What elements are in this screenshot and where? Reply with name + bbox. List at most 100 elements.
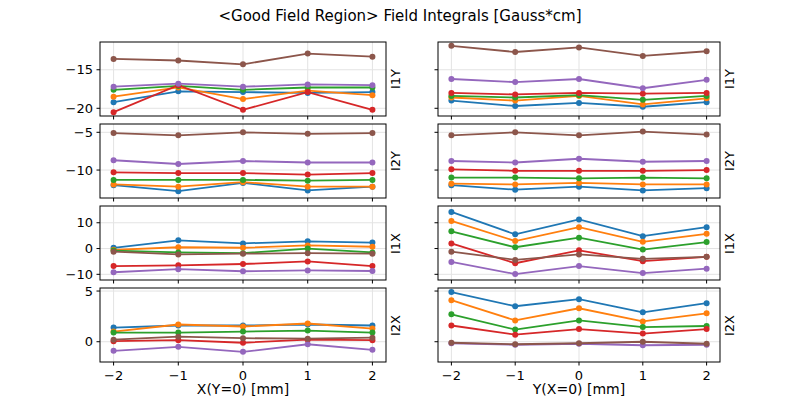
data-point-marker (704, 300, 710, 306)
data-point-marker (448, 158, 454, 164)
data-point-marker (305, 336, 311, 342)
data-point-marker (576, 224, 582, 230)
data-point-marker (512, 238, 518, 244)
data-point-marker (448, 340, 454, 346)
x-tick-label: 1 (639, 368, 647, 383)
data-point-marker (512, 49, 518, 55)
data-point-marker (175, 58, 181, 64)
data-point-marker (640, 256, 646, 262)
data-point-marker (576, 132, 582, 138)
row-label-i1y-right: I1Y (721, 42, 737, 116)
y-tick-label: 5 (85, 284, 93, 299)
data-point-marker (240, 268, 246, 274)
data-point-marker (640, 168, 646, 174)
y-tick-label: −5 (74, 125, 93, 140)
data-point-marker (448, 311, 454, 317)
data-point-marker (448, 90, 454, 96)
data-point-marker (704, 158, 710, 164)
data-point-marker (305, 160, 311, 166)
y-tick-label: −15 (66, 62, 93, 77)
data-point-marker (175, 177, 181, 183)
data-point-marker (448, 175, 454, 181)
data-point-marker (512, 271, 518, 277)
data-point-marker (640, 175, 646, 181)
data-point-marker (576, 263, 582, 269)
data-point-marker (305, 250, 311, 256)
data-point-marker (369, 177, 375, 183)
row-label-i1x-right: I1X (721, 206, 737, 280)
data-point-marker (240, 158, 246, 164)
data-point-marker (640, 331, 646, 337)
data-point-marker (175, 344, 181, 350)
data-point-marker (111, 84, 117, 90)
data-point-marker (305, 89, 311, 95)
data-point-marker (305, 81, 311, 87)
subplot-i2y-left: −5−10 (66, 124, 386, 202)
data-point-marker (640, 247, 646, 253)
data-point-marker (111, 177, 117, 183)
data-point-marker (175, 170, 181, 176)
data-point-marker (448, 289, 454, 295)
data-point-marker (576, 100, 582, 106)
data-point-marker (240, 261, 246, 267)
data-point-marker (640, 129, 646, 135)
x-axis-label-left: X(Y=0) [mm] (197, 381, 289, 397)
data-point-marker (640, 53, 646, 59)
x-tick-label: 1 (304, 368, 312, 383)
data-point-marker (512, 79, 518, 85)
x-tick-label: −2 (442, 368, 461, 383)
data-point-marker (240, 329, 246, 335)
data-point-marker (640, 85, 646, 91)
data-point-marker (640, 270, 646, 276)
data-point-marker (576, 296, 582, 302)
data-point-marker (704, 239, 710, 245)
data-point-marker (111, 157, 117, 163)
data-point-marker (576, 305, 582, 311)
subplot-i1y-left: −15−20 (66, 42, 386, 120)
data-point-marker (448, 43, 454, 49)
data-point-marker (576, 235, 582, 241)
x-axis-label-right: Y(X=0) [mm] (533, 381, 625, 397)
data-point-marker (175, 184, 181, 190)
data-point-marker (512, 332, 518, 338)
data-point-marker (240, 84, 246, 90)
subplot-i2x-right: −2−1012 (435, 288, 721, 383)
row-label-i1y-left: I1Y (387, 42, 403, 116)
data-point-marker (512, 91, 518, 97)
y-tick-label: −10 (66, 267, 93, 282)
data-point-marker (111, 263, 117, 269)
data-point-marker (512, 231, 518, 237)
data-point-marker (448, 76, 454, 82)
data-point-marker (704, 90, 710, 96)
data-point-marker (175, 266, 181, 272)
data-point-marker (512, 341, 518, 347)
data-point-marker (576, 251, 582, 257)
data-point-marker (576, 340, 582, 346)
data-point-marker (111, 169, 117, 175)
data-point-marker (240, 335, 246, 341)
data-point-marker (111, 56, 117, 62)
data-point-marker (448, 297, 454, 303)
row-label-i2x-right: I2X (721, 288, 737, 362)
data-point-marker (240, 349, 246, 355)
data-point-marker (111, 337, 117, 343)
data-point-marker (512, 303, 518, 309)
subplot-i2x-left: −2−101250 (85, 284, 386, 383)
data-point-marker (576, 76, 582, 82)
subplot-i1x-left: 100−10 (66, 206, 386, 284)
data-point-marker (512, 257, 518, 263)
data-point-marker (369, 82, 375, 88)
data-point-marker (175, 244, 181, 250)
data-point-marker (111, 348, 117, 354)
figure: <Good Field Region> Field Integrals [Gau… (0, 0, 800, 400)
data-point-marker (640, 339, 646, 345)
data-point-marker (704, 310, 710, 316)
data-point-marker (369, 54, 375, 60)
data-point-marker (448, 181, 454, 187)
data-point-marker (240, 170, 246, 176)
data-point-marker (305, 258, 311, 264)
data-point-marker (175, 81, 181, 87)
data-point-marker (111, 94, 117, 100)
data-point-marker (240, 61, 246, 67)
data-point-marker (704, 167, 710, 173)
